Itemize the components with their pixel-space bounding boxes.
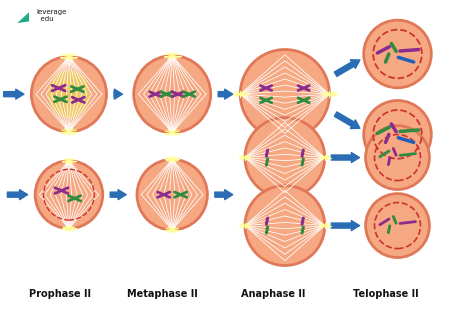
Text: Anaphase II: Anaphase II: [241, 289, 305, 299]
Ellipse shape: [48, 70, 90, 119]
Text: leverage
  edu: leverage edu: [36, 9, 66, 22]
Ellipse shape: [134, 56, 211, 133]
Polygon shape: [18, 12, 29, 23]
Ellipse shape: [365, 126, 429, 189]
Ellipse shape: [31, 56, 107, 132]
Ellipse shape: [365, 194, 429, 257]
Ellipse shape: [364, 100, 431, 168]
Ellipse shape: [245, 186, 325, 266]
Text: Telophase II: Telophase II: [353, 289, 419, 299]
Ellipse shape: [240, 50, 329, 139]
Ellipse shape: [364, 20, 431, 88]
Ellipse shape: [245, 118, 325, 197]
Ellipse shape: [35, 161, 103, 228]
Text: Prophase II: Prophase II: [28, 289, 91, 299]
Text: Metaphase II: Metaphase II: [128, 289, 198, 299]
Ellipse shape: [137, 159, 208, 230]
